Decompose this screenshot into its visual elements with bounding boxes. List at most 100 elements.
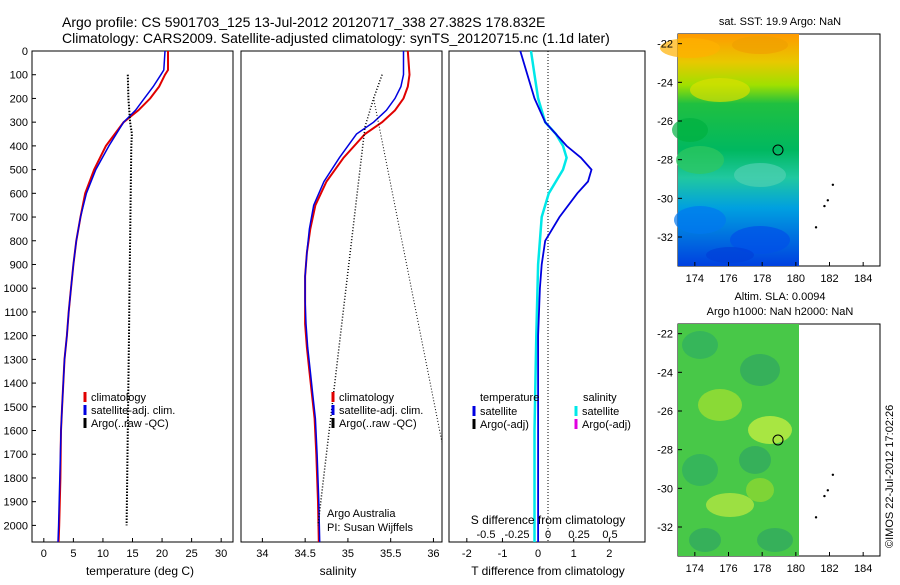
float-track-point	[823, 204, 826, 208]
temperature-satellite-line	[57, 50, 166, 543]
sla-texture	[739, 446, 771, 474]
sla-map: Altim. SLA: 0.0094 Argo h1000: NaN h2000…	[657, 291, 881, 575]
latitude-tick-label: -26	[657, 116, 673, 128]
sla-texture	[698, 389, 742, 421]
temperature-tick-label: 10	[97, 548, 109, 560]
legend-heading: temperature	[480, 392, 539, 404]
float-track-point	[831, 473, 835, 476]
sst-map-title: sat. SST: 19.9 Argo: NaN	[719, 16, 841, 28]
legend-heading: salinity	[583, 392, 617, 404]
t-difference-tick-label: -1	[498, 548, 508, 560]
s-difference-tick-label: -0.25	[504, 529, 529, 541]
temperature-axes-frame	[31, 50, 234, 543]
salinity-xlabel: salinity	[320, 564, 357, 578]
sst-texture	[730, 226, 790, 254]
temperature-tick-label: 20	[156, 548, 168, 560]
t-difference-label: T difference from climatology	[471, 564, 625, 578]
longitude-tick-label: 182	[820, 563, 838, 575]
float-track-point	[826, 199, 830, 202]
depth-tick-label: 0	[22, 46, 28, 58]
latitude-tick-label: -32	[657, 522, 673, 534]
s-difference-label: S difference from climatology	[471, 513, 626, 527]
depth-tick-label: 2000	[4, 520, 28, 532]
imos-credit: ©IMOS 22-Jul-2012 17:02:26	[884, 405, 896, 548]
legend-label: Argo(..raw -QC)	[339, 418, 417, 430]
latitude-tick-label: -24	[657, 367, 673, 379]
legend-label: Argo(..raw -QC)	[91, 418, 169, 430]
depth-tick-label: 1000	[4, 283, 28, 295]
sla-map-title: Altim. SLA: 0.0094	[734, 291, 825, 303]
sst-texture	[732, 36, 788, 54]
longitude-tick-label: 174	[686, 273, 704, 285]
depth-tick-label: 1400	[4, 378, 28, 390]
depth-tick-label: 1500	[4, 402, 28, 414]
sst-texture	[674, 206, 726, 234]
sla-texture	[740, 354, 780, 386]
longitude-tick-label: 176	[719, 273, 737, 285]
latitude-tick-label: -22	[657, 39, 673, 51]
pi-annotation: PI: Susan Wijffels	[327, 522, 413, 534]
depth-tick-label: 1900	[4, 497, 28, 509]
sla-texture	[689, 528, 721, 552]
difference-panel: -2 -1 0 1 2 -0.5 -0.25 0 0.25 0.5 temperature sat…	[448, 50, 646, 578]
sst-map: sat. SST: 19.9 Argo: NaN -22 -24 -26 -28 -30…	[657, 16, 881, 285]
sla-argo-location-marker	[772, 434, 784, 446]
sla-map-subtitle: Argo h1000: NaN h2000: NaN	[707, 306, 854, 318]
longitude-tick-label: 180	[787, 273, 805, 285]
legend-label: climatology	[91, 392, 147, 404]
t-difference-tick-label: -2	[462, 548, 472, 560]
float-track-point	[823, 494, 826, 498]
legend-label: satellite	[480, 406, 517, 418]
latitude-tick-label: -30	[657, 483, 673, 495]
salinity-tick-label: 36	[427, 548, 439, 560]
salinity-axes-frame	[240, 50, 443, 543]
legend-label: satellite-adj. clim.	[339, 405, 423, 417]
legend-label: climatology	[339, 392, 395, 404]
depth-tick-label: 900	[10, 259, 28, 271]
sla-texture	[757, 528, 793, 552]
depth-tick-label: 700	[10, 212, 28, 224]
s-difference-tick-label: -0.5	[477, 529, 496, 541]
temperature-argo-line	[125, 74, 133, 526]
sla-texture	[748, 416, 792, 444]
salinity-difference-satellite-line	[529, 50, 568, 542]
salinity-panel: 34 34.5 35 35.5 36 climatologysatellite-adj.…	[240, 50, 443, 578]
sst-texture	[690, 78, 750, 102]
salinity-tick-label: 35.5	[380, 548, 401, 560]
longitude-tick-label: 180	[787, 563, 805, 575]
salinity-satellite-line	[304, 51, 405, 543]
salinity-climatology-line	[304, 50, 411, 543]
depth-tick-label: 1200	[4, 331, 28, 343]
temperature-tick-label: 5	[70, 548, 76, 560]
depth-tick-label: 600	[10, 188, 28, 200]
depth-tick-label: 200	[10, 93, 28, 105]
argo-australia-annotation: Argo Australia	[327, 508, 396, 520]
depth-tick-label: 1600	[4, 426, 28, 438]
latitude-tick-label: -28	[657, 445, 673, 457]
float-track-point	[814, 516, 818, 519]
depth-tick-label: 100	[10, 70, 28, 82]
depth-tick-label: 500	[10, 165, 28, 177]
temperature-difference-satellite-line	[519, 50, 593, 542]
temperature-tick-label: 0	[41, 548, 47, 560]
sst-texture	[706, 247, 754, 263]
temperature-panel: 0100200300400500600700800900100011001200…	[4, 46, 234, 578]
sla-texture	[682, 454, 718, 486]
float-track-point	[831, 183, 835, 186]
float-track-point	[826, 489, 830, 492]
depth-tick-label: 1700	[4, 449, 28, 461]
longitude-tick-label: 184	[854, 273, 872, 285]
depth-tick-label: 800	[10, 236, 28, 248]
salinity-argo-line-b	[373, 74, 443, 443]
temperature-tick-label: 30	[215, 548, 227, 560]
s-difference-tick-label: 0.25	[568, 529, 589, 541]
salinity-tick-label: 34.5	[294, 548, 315, 560]
depth-tick-label: 1300	[4, 354, 28, 366]
salinity-tick-label: 34	[256, 548, 268, 560]
latitude-tick-label: -30	[657, 193, 673, 205]
t-difference-tick-label: 2	[606, 548, 612, 560]
sla-texture	[682, 331, 718, 359]
sla-texture	[706, 493, 754, 517]
figure-title-line2: Climatology: CARS2009. Satellite-adjuste…	[62, 30, 610, 46]
